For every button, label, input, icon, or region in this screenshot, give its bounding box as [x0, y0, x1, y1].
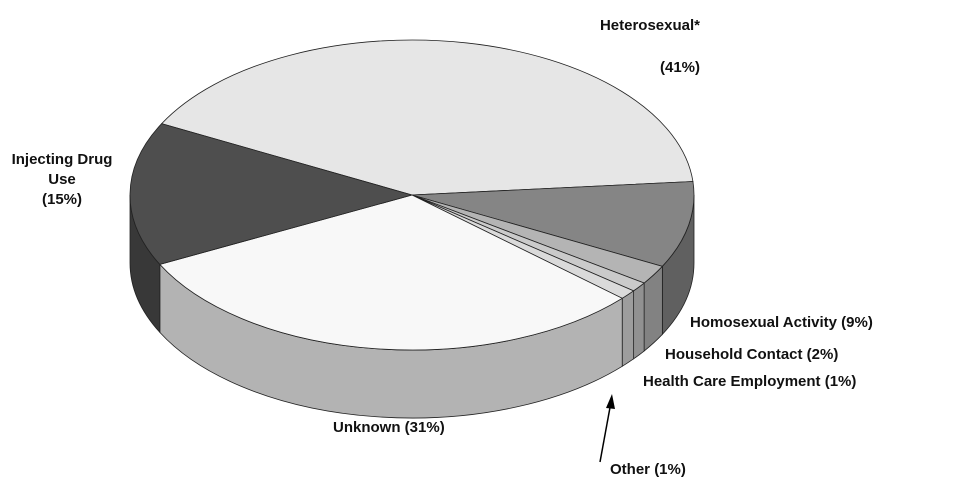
- slice-side: [621, 290, 635, 368]
- slice-side: [633, 282, 645, 360]
- category-label: Heterosexual*: [599, 17, 700, 34]
- slice-label: Other (1%): [610, 460, 686, 480]
- value-label: (1%): [654, 461, 686, 478]
- value-label: (31%): [404, 419, 445, 436]
- callout-arrow: [599, 401, 612, 463]
- slice: [160, 39, 694, 196]
- category-label: Unknown: [333, 419, 401, 436]
- value-label: (15%): [41, 191, 82, 208]
- value-label: (2%): [806, 346, 839, 363]
- slice-label: Homosexual Activity (9%): [690, 313, 873, 333]
- callout-arrowhead: [606, 394, 615, 409]
- category-label: Injecting Drug Use: [11, 151, 113, 188]
- value-label: (1%): [824, 373, 857, 390]
- value-label: (41%): [659, 59, 700, 76]
- slice-label: Health Care Employment (1%): [643, 372, 856, 392]
- slice: [411, 181, 695, 267]
- pie-tops: [129, 39, 695, 351]
- value-label: (9%): [841, 314, 873, 331]
- category-label: Homosexual Activity: [690, 314, 837, 331]
- slice-label: Heterosexual* (41%): [548, 16, 700, 78]
- slice-label: Unknown (31%): [333, 418, 445, 438]
- category-label: Health Care Employment: [643, 373, 821, 390]
- category-label: Household Contact: [665, 346, 803, 363]
- slice: [159, 194, 624, 351]
- slice: [129, 123, 414, 265]
- slice-label: Injecting Drug Use (15%): [6, 150, 118, 210]
- slice-label: Household Contact (2%): [665, 345, 838, 365]
- category-label: Other: [610, 461, 651, 478]
